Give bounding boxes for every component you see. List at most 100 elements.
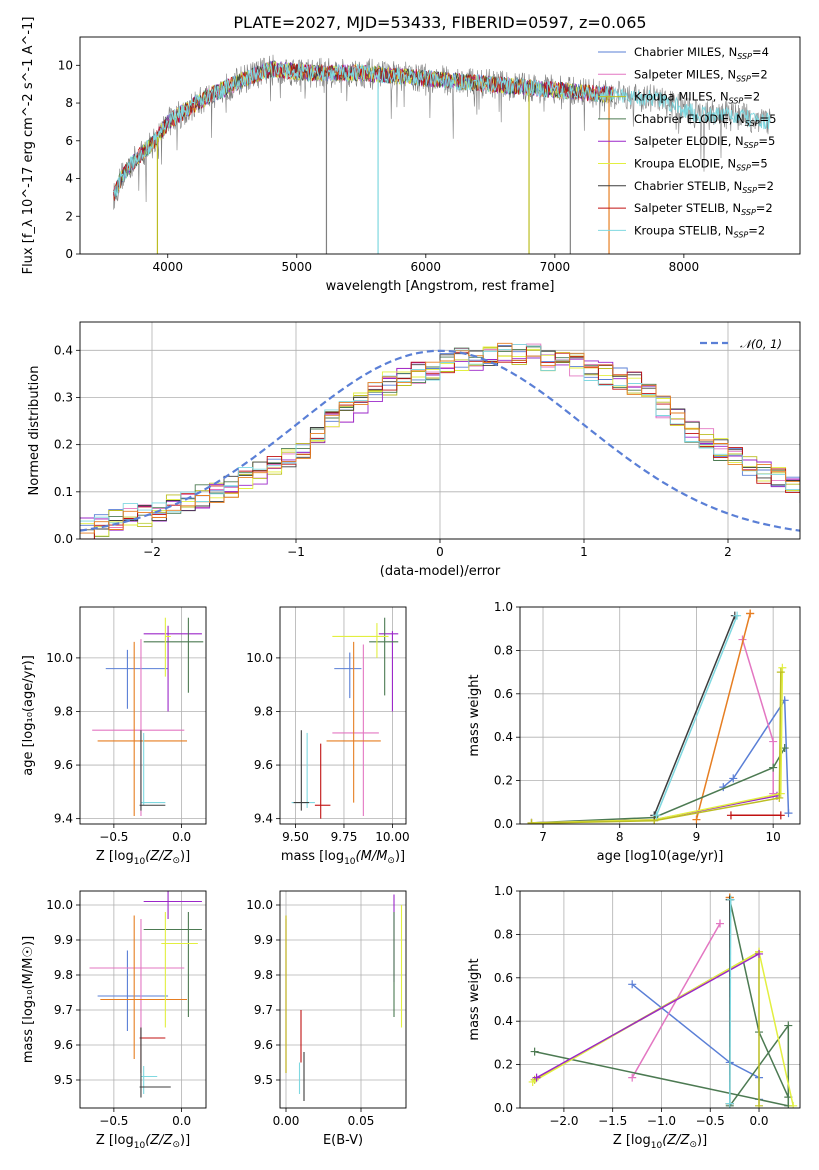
weight-marker	[775, 793, 784, 802]
y-tick-label: 9.4	[54, 812, 73, 826]
y-tick-label: 2	[65, 209, 73, 223]
weight-marker	[726, 811, 735, 820]
y-tick-label: 1.0	[494, 884, 513, 898]
weight-series	[631, 983, 760, 1100]
weight-marker	[530, 1047, 539, 1056]
weight-marker	[527, 819, 536, 824]
plot-area	[528, 893, 798, 1108]
gaussian-curve	[80, 349, 800, 532]
x-tick-label: 0.00	[273, 1114, 300, 1128]
y-tick-label: 9.5	[254, 1073, 273, 1087]
legend-label: Salpeter STELIB, NSSP=2	[634, 201, 773, 217]
x-tick-label: 8	[616, 830, 624, 844]
figure-title: PLATE=2027, MJD=53433, FIBERID=0597, z=0…	[233, 13, 646, 32]
weight-series	[536, 953, 760, 1079]
y-tick-label: 10.0	[46, 898, 73, 912]
x-tick-label: 9	[693, 830, 701, 844]
model-spectrum	[113, 62, 771, 197]
weight-marker	[776, 668, 785, 677]
weight-series	[534, 950, 760, 1106]
y-tick-label: 9.4	[254, 812, 273, 826]
y-axis-label: Normed distribution	[27, 366, 42, 496]
x-tick-label: 9.50	[282, 830, 309, 844]
plot-area	[527, 609, 793, 824]
axes-frame	[519, 606, 801, 825]
spectrum-legend: Chabrier MILES, NSSP=4 Salpeter MILES, NS…	[598, 45, 776, 239]
weight-marker	[784, 1021, 793, 1030]
x-tick-label: −1.5	[598, 1114, 627, 1128]
weight-marker	[776, 789, 785, 798]
y-tick-label: 9.6	[254, 758, 273, 772]
x-tick-label: −1	[287, 545, 305, 559]
weight-series	[741, 639, 774, 794]
weight-marker	[755, 1101, 764, 1108]
y-tick-label: 0.0	[494, 817, 513, 831]
y-tick-label: 9.8	[54, 968, 73, 982]
axes-frame	[79, 36, 801, 255]
axes-age_vs_Z: −0.5 0.0 9.4 9.6 9.8 10.0 Z [log10(Z/Z⊙)] age […	[21, 606, 207, 867]
y-tick-label: 9.9	[254, 933, 273, 947]
weight-series	[531, 747, 786, 824]
x-tick-label: −2.0	[549, 1114, 578, 1128]
weight-marker	[778, 663, 787, 672]
axes-spectrum: 4000 5000 6000 7000 8000 0 2 4 6 8 10 wavelength [A…	[21, 17, 801, 294]
y-tick-label: 9.6	[54, 1038, 73, 1052]
model-spectrum	[113, 60, 614, 201]
y-tick-label: 6	[65, 134, 73, 148]
y-tick-label: 1.0	[494, 600, 513, 614]
x-tick-label: 0	[436, 545, 444, 559]
y-tick-label: 8	[65, 96, 73, 110]
plot-area	[89, 891, 202, 1098]
x-tick-label: −2	[143, 545, 161, 559]
legend-label: Kroupa ELODIE, NSSP=5	[634, 157, 768, 173]
y-tick-label: 4	[65, 172, 73, 186]
gaussian-legend-label: 𝒩(0, 1)	[740, 337, 782, 351]
weight-series	[653, 615, 736, 816]
x-tick-label: 7000	[540, 260, 571, 274]
x-tick-label: 6000	[411, 260, 442, 274]
legend-label: Salpeter MILES, NSSP=2	[634, 67, 768, 83]
x-tick-label: 0.05	[348, 1114, 375, 1128]
x-tick-label: 9.75	[331, 830, 358, 844]
y-tick-label: 10	[58, 58, 73, 72]
y-axis-label: mass weight	[467, 674, 482, 756]
x-axis-label: Z [log10(Z/Z⊙)]	[96, 1133, 190, 1151]
x-axis-label: Z [log10(Z/Z⊙)]	[96, 849, 190, 867]
y-axis-label: mass weight	[467, 958, 482, 1040]
weight-marker	[784, 809, 793, 818]
axes-frame	[279, 890, 407, 1109]
x-tick-label: 0.0	[172, 830, 191, 844]
weight-marker	[769, 737, 778, 746]
axes-frame	[79, 321, 801, 540]
axes-frame	[79, 890, 207, 1109]
x-axis-label: mass [log10(M/M⊙)]	[281, 849, 405, 867]
weight-marker	[755, 949, 764, 958]
y-tick-label: 9.8	[254, 968, 273, 982]
y-tick-label: 0.2	[54, 438, 73, 452]
weight-marker	[789, 1101, 798, 1108]
x-tick-label: 8000	[669, 260, 700, 274]
model-spectrum	[113, 61, 614, 197]
x-tick-label: 1	[580, 545, 588, 559]
weight-series	[722, 697, 790, 814]
x-tick-label: 7	[539, 830, 547, 844]
weight-series	[531, 667, 784, 824]
weight-series	[695, 613, 751, 820]
plot-area	[92, 617, 204, 816]
y-tick-label: 0.0	[54, 532, 73, 546]
x-tick-label: 0.0	[749, 1114, 768, 1128]
plot-area	[291, 617, 399, 819]
plot-area	[285, 894, 403, 1101]
x-tick-label: −1.0	[647, 1114, 676, 1128]
y-tick-label: 0.6	[494, 687, 513, 701]
x-tick-label: −0.5	[99, 1114, 128, 1128]
model-spectrum	[113, 61, 614, 196]
y-tick-label: 9.9	[54, 933, 73, 947]
histogram-series	[80, 342, 800, 534]
weight-marker	[726, 895, 735, 904]
legend-label: Chabrier STELIB, NSSP=2	[634, 179, 774, 195]
y-tick-label: 0.4	[494, 730, 513, 744]
axes-frame	[519, 890, 801, 1109]
